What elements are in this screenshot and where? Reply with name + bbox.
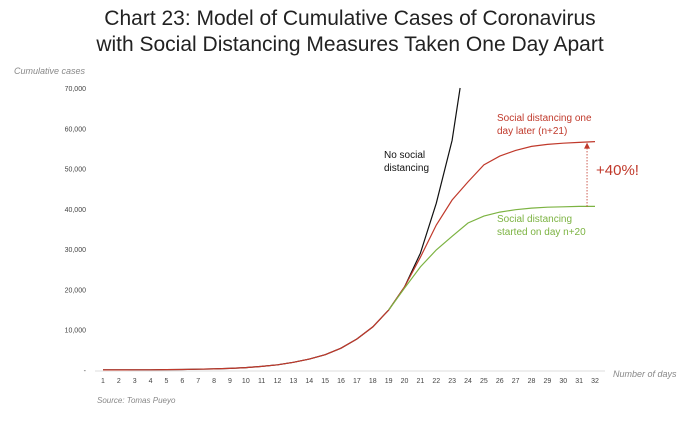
y-tick-label: 70,000: [65, 86, 87, 93]
x-tick-label: 13: [290, 378, 298, 385]
x-tick-label: 27: [512, 378, 520, 385]
x-tick-label: 18: [369, 378, 377, 385]
x-tick-label: 29: [543, 378, 551, 385]
x-tick-label: 24: [464, 378, 472, 385]
x-tick-label: 32: [591, 378, 599, 385]
x-tick-label: 10: [242, 378, 250, 385]
x-tick-label: 25: [480, 378, 488, 385]
x-tick-label: 2: [117, 378, 121, 385]
x-tick-label: 15: [321, 378, 329, 385]
x-tick-label: 8: [212, 378, 216, 385]
y-tick-label: 20,000: [65, 287, 87, 294]
series-label-line1: No social: [384, 150, 425, 161]
series-line-1: [103, 141, 596, 371]
x-tick-label: 16: [337, 378, 345, 385]
x-tick-label: 23: [448, 378, 456, 385]
x-tick-label: 3: [133, 378, 137, 385]
y-tick-label: 50,000: [65, 167, 87, 174]
x-tick-label: 19: [385, 378, 393, 385]
series-line-0: [103, 87, 461, 371]
series-label-line1: Social distancing: [497, 214, 572, 225]
x-tick-label: 28: [528, 378, 536, 385]
chart-title: Chart 23: Model of Cumulative Cases of C…: [0, 6, 700, 58]
source-note: Source: Tomas Pueyo: [97, 396, 176, 405]
series-label-line2: started on day n+20: [497, 227, 586, 238]
y-tick-label: 30,000: [65, 247, 87, 254]
x-tick-label: 14: [305, 378, 313, 385]
chart-title-line1: Chart 23: Model of Cumulative Cases of C…: [104, 7, 596, 30]
y-axis-label: Cumulative cases: [14, 66, 86, 76]
x-tick-label: 6: [180, 378, 184, 385]
y-tick-label: 40,000: [65, 207, 87, 214]
annotation-text: +40%!: [596, 162, 639, 179]
x-tick-label: 21: [417, 378, 425, 385]
series-label-line1: Social distancing one: [497, 113, 592, 124]
x-tick-label: 17: [353, 378, 361, 385]
x-tick-label: 30: [559, 378, 567, 385]
x-tick-label: 4: [149, 378, 153, 385]
series-label-line2: day later (n+21): [497, 126, 567, 137]
x-tick-label: 5: [165, 378, 169, 385]
y-tick-label: 10,000: [65, 328, 87, 335]
x-tick-label: 22: [432, 378, 440, 385]
y-tick-label: -: [84, 368, 87, 375]
x-axis-label: Number of days: [613, 369, 677, 379]
x-tick-label: 20: [401, 378, 409, 385]
x-tick-label: 1: [101, 378, 105, 385]
series-line-2: [388, 205, 595, 311]
arrow-up-icon: [584, 142, 591, 149]
x-tick-label: 26: [496, 378, 504, 385]
x-tick-label: 31: [575, 378, 583, 385]
chart-title-line2: with Social Distancing Measures Taken On…: [96, 33, 604, 56]
series-label-line2: distancing: [384, 163, 429, 174]
y-tick-label: 60,000: [65, 126, 87, 133]
x-tick-label: 11: [258, 378, 265, 385]
x-tick-label: 9: [228, 378, 232, 385]
x-tick-label: 7: [196, 378, 200, 385]
x-tick-label: 12: [274, 378, 282, 385]
